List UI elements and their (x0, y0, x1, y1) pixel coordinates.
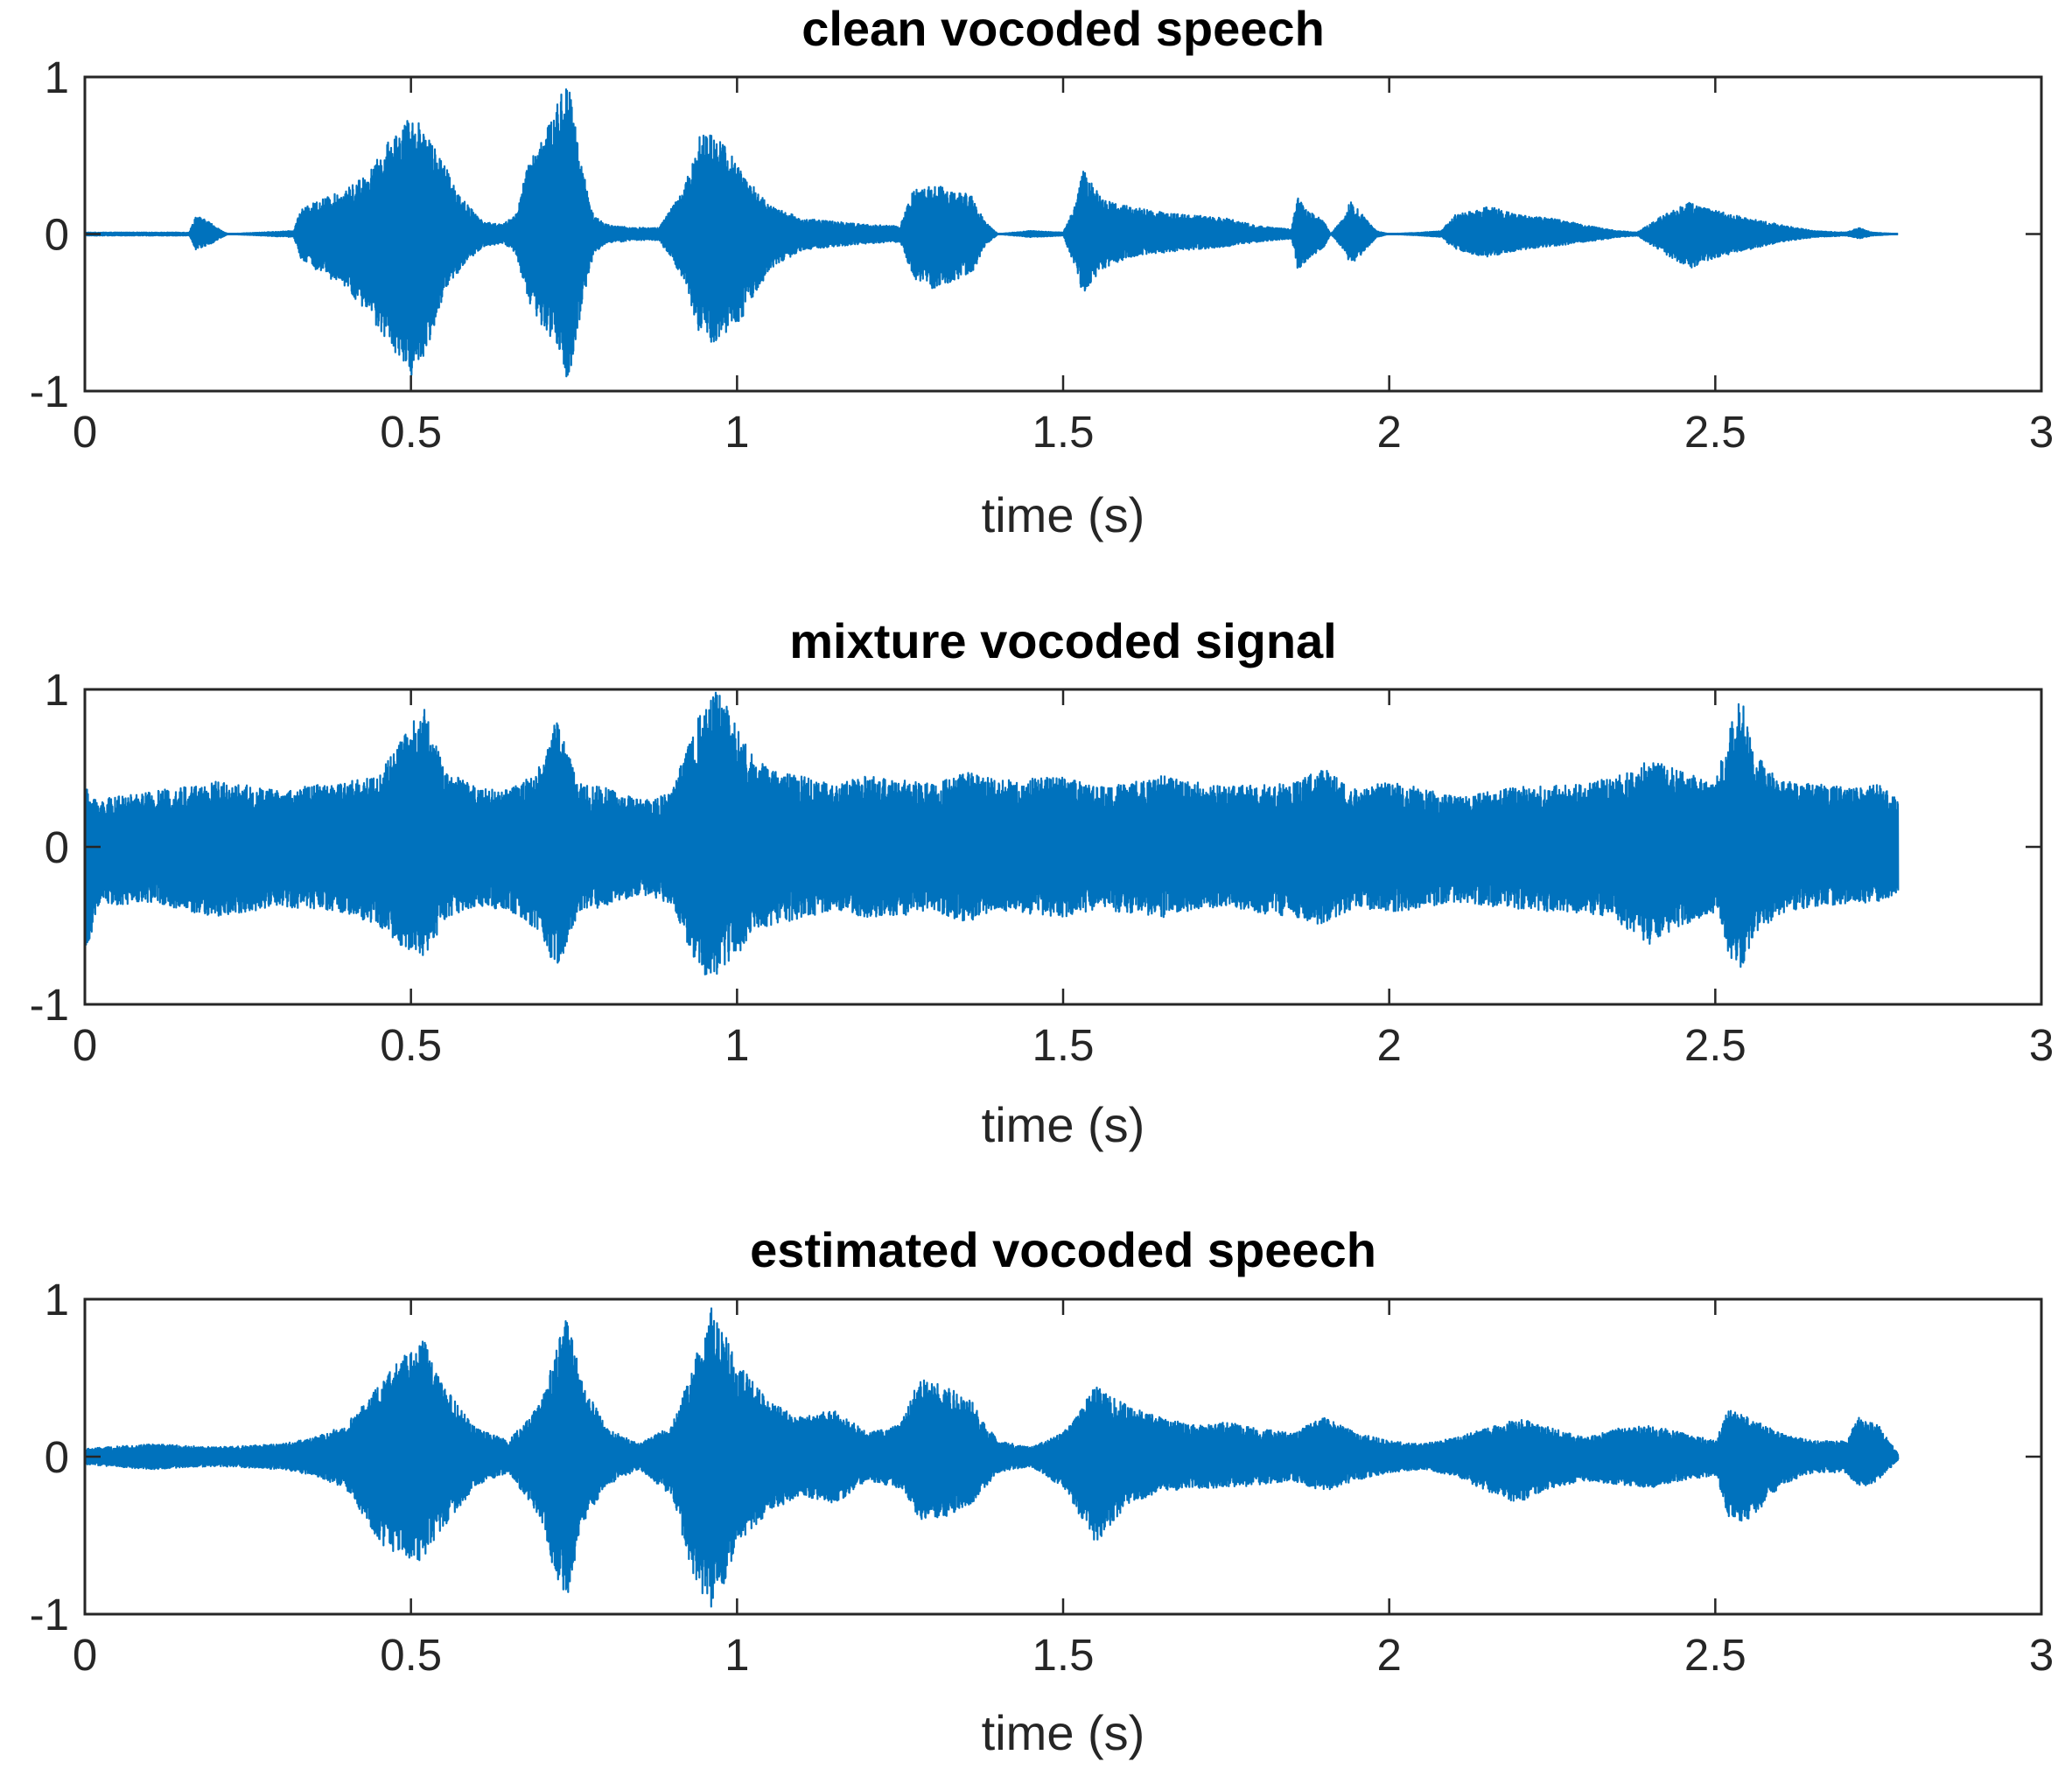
x-tick-label: 2 (1376, 1020, 1401, 1070)
y-tick-label: -1 (30, 980, 69, 1030)
x-tick-label: 3 (2029, 1020, 2054, 1070)
chart-title: clean vocoded speech (802, 1, 1325, 56)
subplot-mixture: mixture vocoded signal 0 0.5 1 1.5 2 2.5 3-101… (30, 613, 2054, 1152)
subplot-estimated: estimated vocoded speech 0 0.5 1 1.5 2 2.5 3 -1… (30, 1222, 2054, 1760)
x-tick-label: 1 (724, 1020, 749, 1070)
x-tick-label: 1.5 (1032, 1020, 1095, 1070)
x-axis-label: time (s) (982, 1097, 1145, 1152)
y-tick-label: 1 (45, 1275, 69, 1325)
y-tick-label: 0 (45, 822, 69, 872)
x-tick-label: 2.5 (1684, 1020, 1746, 1070)
x-axis-label: time (s) (982, 487, 1145, 542)
chart-title: mixture vocoded signal (789, 613, 1337, 668)
y-tick-label: 0 (45, 210, 69, 260)
subplot-clean: clean vocoded speech 0 0.5 1 1.5 2 2.5 3-101 t… (30, 1, 2054, 542)
y-tick-label: 1 (45, 665, 69, 715)
plot-area: 0 0.5 1 1.5 2 2.5 3-101 (30, 52, 2054, 457)
y-tick-label: 1 (45, 52, 69, 102)
x-tick-label: 0 (73, 1020, 97, 1070)
x-tick-label: 2 (1376, 1630, 1401, 1680)
x-tick-label: 0.5 (380, 407, 442, 457)
x-tick-label: 2.5 (1684, 1630, 1746, 1680)
x-tick-label: 3 (2029, 1630, 2054, 1680)
x-tick-label: 2.5 (1684, 407, 1746, 457)
x-tick-label: 0 (73, 407, 97, 457)
chart-title: estimated vocoded speech (750, 1222, 1376, 1277)
waveform-line (83, 691, 1900, 975)
y-tick-label: -1 (30, 367, 69, 416)
x-tick-label: 3 (2029, 407, 2054, 457)
x-tick-label: 0.5 (380, 1630, 442, 1680)
x-tick-label: 0 (73, 1630, 97, 1680)
x-axis-label: time (s) (982, 1705, 1145, 1760)
plot-area: 0 0.5 1 1.5 2 2.5 3-101 (30, 665, 2054, 1070)
x-tick-label: 2 (1376, 407, 1401, 457)
x-tick-label: 1 (724, 407, 749, 457)
plot-area: 0 0.5 1 1.5 2 2.5 3-101 (30, 1275, 2054, 1680)
waveform-line (83, 1307, 1900, 1608)
y-tick-label: -1 (30, 1590, 69, 1640)
x-tick-label: 1.5 (1032, 407, 1095, 457)
y-tick-label: 0 (45, 1432, 69, 1482)
x-tick-label: 1 (724, 1630, 749, 1680)
x-tick-label: 1.5 (1032, 1630, 1095, 1680)
x-tick-label: 0.5 (380, 1020, 442, 1070)
